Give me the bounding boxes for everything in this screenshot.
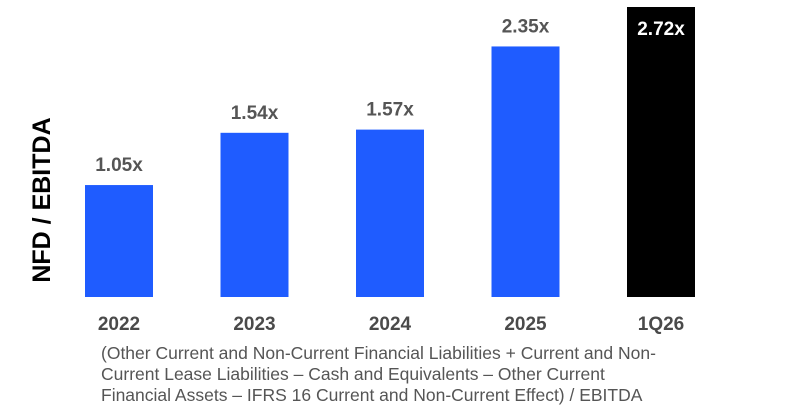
bars-group: 1.05x 2022 1.54x 2023 1.57x 2024 2.35x 2025 2.72…: [85, 7, 695, 335]
formula-footnote: (Other Current and Non-Current Financial…: [101, 343, 781, 406]
x-tick-label-2024: 2024: [369, 314, 412, 335]
bar-2022: [85, 185, 153, 297]
footnote-line: Financial Assets – IFRS 16 Current and N…: [101, 385, 643, 405]
x-tick-label-2022: 2022: [98, 314, 140, 335]
data-label-2022: 1.05x: [95, 155, 143, 176]
bar-1Q26: [627, 7, 695, 297]
x-tick-label-2025: 2025: [504, 314, 547, 335]
bar-2025: [491, 46, 560, 297]
data-label-1Q26: 2.72x: [637, 19, 685, 40]
data-label-2025: 2.35x: [502, 16, 550, 37]
y-axis-label: NFD / EBITDA: [28, 117, 56, 282]
footnote-line: Current Lease Liabilities – Cash and Equ…: [101, 364, 605, 384]
bar-chart-svg: NFD / EBITDA 1.05x 2022 1.54x 2023 1.57x 2024…: [28, 7, 695, 335]
x-tick-label-2023: 2023: [233, 314, 275, 335]
data-label-2023: 1.54x: [231, 103, 279, 124]
bar-2024: [356, 129, 424, 297]
bar-2023: [220, 132, 289, 297]
data-label-2024: 1.57x: [366, 100, 414, 121]
x-tick-label-1Q26: 1Q26: [638, 314, 684, 335]
footnote-line: (Other Current and Non-Current Financial…: [101, 343, 656, 363]
